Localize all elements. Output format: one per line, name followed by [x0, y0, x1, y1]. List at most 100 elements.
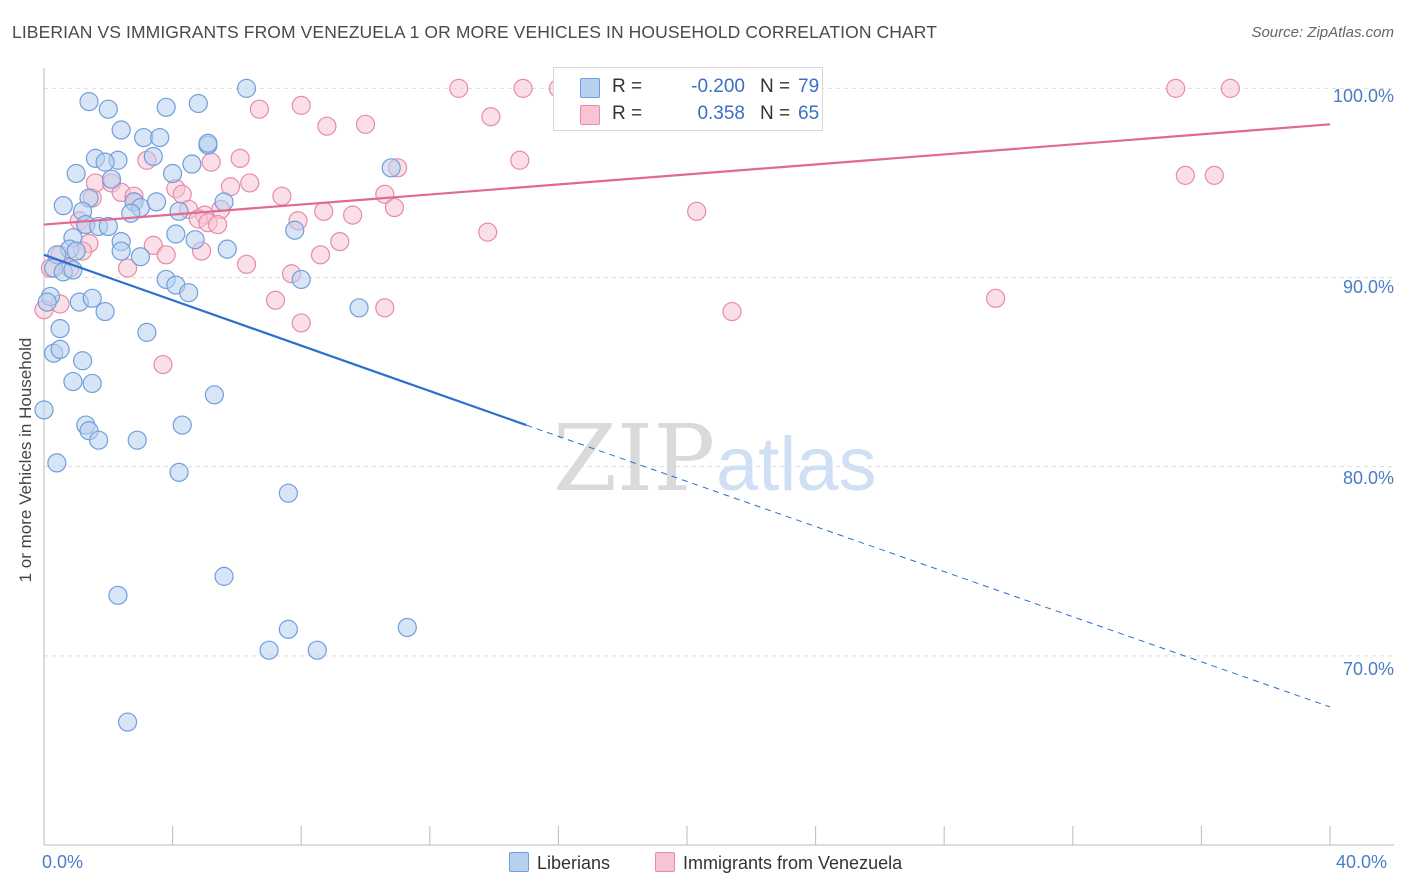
- liberians-point: [278, 483, 298, 503]
- liberians-point: [156, 97, 176, 117]
- liberians-point: [137, 322, 157, 342]
- liberians-point: [53, 196, 73, 216]
- venezuela-point: [510, 150, 530, 170]
- liberians-point: [204, 385, 224, 405]
- liberians-point: [63, 260, 83, 280]
- liberians-point: [166, 224, 186, 244]
- liberians-point: [188, 93, 208, 114]
- venezuela-point: [384, 197, 405, 218]
- liberians-point: [98, 99, 118, 119]
- liberians-point: [50, 319, 70, 339]
- venezuela-point: [986, 288, 1006, 308]
- legend-swatch-pink: [580, 105, 600, 125]
- venezuela-point: [153, 354, 173, 375]
- venezuela-point: [687, 201, 707, 221]
- watermark-zip: ZIP: [553, 405, 715, 512]
- liberians-point: [98, 216, 118, 237]
- legend-item-liberians: Liberians: [509, 852, 610, 874]
- watermark-atlas: atlas: [716, 422, 877, 507]
- venezuela-point: [310, 245, 331, 265]
- y-tick-label: 80.0%: [1342, 468, 1394, 488]
- liberians-point: [79, 92, 99, 112]
- watermark: ZIP atlas: [553, 405, 877, 512]
- liberians-point: [143, 146, 163, 167]
- venezuela-point: [722, 301, 742, 322]
- chart-title: LIBERIAN VS IMMIGRANTS FROM VENEZUELA 1 …: [12, 22, 938, 42]
- liberians-point: [182, 154, 202, 174]
- liberians-point: [95, 301, 115, 322]
- venezuela-point: [314, 201, 334, 221]
- liberians-point: [163, 163, 183, 184]
- liberians-point: [111, 241, 131, 261]
- liberians-point: [307, 640, 327, 660]
- axes: [43, 68, 1394, 846]
- liberians-point: [34, 400, 54, 420]
- venezuela-point: [208, 214, 228, 235]
- venezuela-point: [249, 99, 270, 119]
- liberians-point: [82, 288, 102, 308]
- venezuela-point: [449, 78, 469, 98]
- x-tick-label-min: 0.0%: [42, 852, 84, 872]
- venezuela-point: [230, 148, 250, 168]
- legend-n-value: 65: [798, 103, 820, 124]
- venezuela-point: [478, 222, 498, 242]
- x-tick-label-max: 40.0%: [1336, 852, 1388, 872]
- liberians-point: [169, 462, 189, 482]
- liberians-point: [50, 339, 70, 360]
- venezuela-point: [1220, 78, 1240, 98]
- liberians-point: [236, 78, 257, 98]
- liberians-point: [214, 566, 234, 586]
- liberians-point: [134, 127, 154, 148]
- liberians-point: [66, 163, 86, 184]
- liberians-point: [285, 220, 305, 240]
- venezuela-point: [265, 290, 286, 310]
- venezuela-point: [1204, 165, 1224, 185]
- liberians-point: [291, 269, 311, 290]
- liberians-point: [111, 120, 131, 140]
- liberians-point: [397, 617, 417, 638]
- venezuela-point: [481, 107, 501, 127]
- liberians-point: [214, 192, 234, 212]
- correlation-legend: R = -0.200 N = 79 R = 0.358 N = 65: [553, 67, 823, 131]
- y-tick-label: 100.0%: [1332, 86, 1394, 106]
- liberians-point: [37, 292, 57, 312]
- legend-n-label: N =: [760, 103, 791, 124]
- liberians-trend-line: [43, 253, 527, 427]
- venezuela-point: [513, 78, 533, 98]
- legend-label-venezuela: Immigrants from Venezuela: [683, 853, 903, 873]
- liberians-point: [278, 619, 298, 639]
- liberians-point: [47, 453, 67, 473]
- venezuela-point: [117, 258, 138, 278]
- liberians-point: [259, 640, 279, 660]
- venezuela-point: [1166, 78, 1186, 98]
- liberians-point: [381, 158, 401, 178]
- legend-swatch-pink: [655, 852, 675, 872]
- liberians-point: [150, 127, 170, 148]
- legend-swatch-blue: [580, 78, 600, 98]
- venezuela-point: [240, 173, 260, 193]
- legend-item-venezuela: Immigrants from Venezuela: [655, 852, 902, 874]
- venezuela-point: [291, 95, 311, 115]
- liberians-point: [101, 169, 122, 189]
- venezuela-point: [236, 254, 257, 274]
- liberians-point: [130, 247, 151, 267]
- liberians-point: [63, 371, 83, 392]
- liberians-point: [349, 298, 369, 318]
- trend-lines: [43, 123, 1331, 708]
- liberians-point: [185, 230, 205, 250]
- venezuela-point: [375, 298, 395, 318]
- liberians-point: [146, 192, 167, 212]
- venezuela-point: [343, 205, 363, 225]
- venezuela-point: [156, 245, 176, 265]
- liberians-point: [82, 373, 102, 394]
- liberians-point: [66, 241, 86, 261]
- legend-r-value: 0.358: [697, 103, 745, 124]
- legend-n-label: N =: [760, 76, 791, 97]
- legend-r-value: -0.200: [691, 76, 745, 97]
- liberians-point: [217, 239, 237, 259]
- y-tick-label: 90.0%: [1342, 277, 1394, 297]
- liberians-point: [72, 351, 93, 371]
- y-tick-label: 70.0%: [1342, 659, 1394, 679]
- liberians-trend-extension: [526, 424, 1331, 708]
